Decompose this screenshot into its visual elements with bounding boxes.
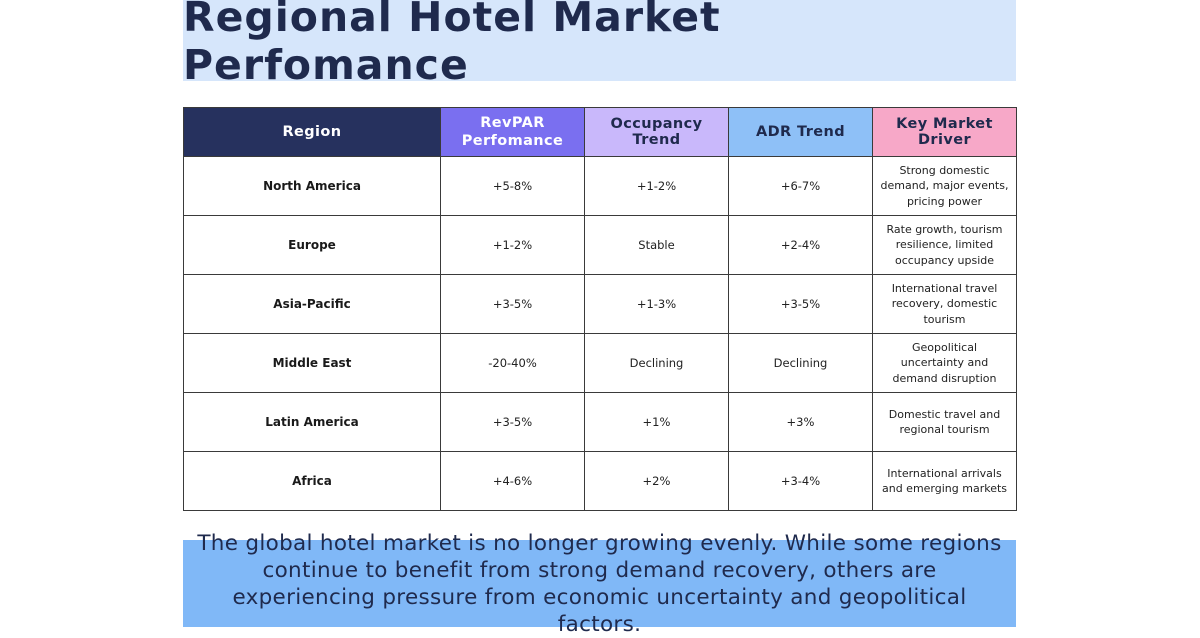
cell-adr: +3-4% — [728, 451, 873, 511]
summary-text: The global hotel market is no longer gro… — [197, 530, 1002, 637]
table-row: North America +5-8% +1-2% +6-7% Strong d… — [183, 156, 1017, 216]
cell-revpar: +3-5% — [440, 392, 585, 452]
title-banner: Regional Hotel Market Perfomance — [183, 0, 1016, 89]
cell-region: Europe — [183, 215, 441, 275]
cell-occupancy: +1-3% — [584, 274, 729, 334]
cell-revpar: +1-2% — [440, 215, 585, 275]
page-title: Regional Hotel Market Perfomance — [183, 0, 721, 89]
cell-adr: +3% — [728, 392, 873, 452]
cell-occupancy: +2% — [584, 451, 729, 511]
header-revpar-line1: RevPAR — [480, 115, 545, 131]
header-driver: Key Market Driver — [872, 107, 1017, 157]
cell-occupancy: Stable — [584, 215, 729, 275]
header-revpar: RevPAR Perfomance — [440, 107, 585, 157]
table-row: Middle East -20-40% Declining Declining … — [183, 333, 1017, 393]
table-row: Asia-Pacific +3-5% +1-3% +3-5% Internati… — [183, 274, 1017, 334]
header-region: Region — [183, 107, 441, 157]
header-revpar-line2: Perfomance — [461, 133, 564, 149]
cell-driver: International travel recovery, domestic … — [872, 274, 1017, 334]
cell-adr: +3-5% — [728, 274, 873, 334]
cell-driver: Domestic travel and regional tourism — [872, 392, 1017, 452]
cell-occupancy: Declining — [584, 333, 729, 393]
table-row: Africa +4-6% +2% +3-4% International arr… — [183, 451, 1017, 511]
cell-adr: Declining — [728, 333, 873, 393]
cell-adr: +2-4% — [728, 215, 873, 275]
cell-driver: Geopolitical uncertainty and demand disr… — [872, 333, 1017, 393]
cell-adr: +6-7% — [728, 156, 873, 216]
cell-region: North America — [183, 156, 441, 216]
cell-revpar: +5-8% — [440, 156, 585, 216]
cell-region: Latin America — [183, 392, 441, 452]
table-header-row: Region RevPAR Perfomance Occupancy Trend… — [183, 107, 1017, 157]
table-row: Latin America +3-5% +1% +3% Domestic tra… — [183, 392, 1017, 452]
cell-revpar: -20-40% — [440, 333, 585, 393]
cell-driver: Strong domestic demand, major events, pr… — [872, 156, 1017, 216]
cell-occupancy: +1-2% — [584, 156, 729, 216]
summary-banner: The global hotel market is no longer gro… — [183, 531, 1016, 637]
cell-region: Middle East — [183, 333, 441, 393]
header-occupancy: Occupancy Trend — [584, 107, 729, 157]
cell-region: Africa — [183, 451, 441, 511]
cell-region: Asia-Pacific — [183, 274, 441, 334]
market-performance-table: Region RevPAR Perfomance Occupancy Trend… — [183, 107, 1017, 511]
header-adr: ADR Trend — [728, 107, 873, 157]
table-row: Europe +1-2% Stable +2-4% Rate growth, t… — [183, 215, 1017, 275]
cell-revpar: +4-6% — [440, 451, 585, 511]
cell-driver: Rate growth, tourism resilience, limited… — [872, 215, 1017, 275]
cell-occupancy: +1% — [584, 392, 729, 452]
cell-driver: International arrivals and emerging mark… — [872, 451, 1017, 511]
cell-revpar: +3-5% — [440, 274, 585, 334]
